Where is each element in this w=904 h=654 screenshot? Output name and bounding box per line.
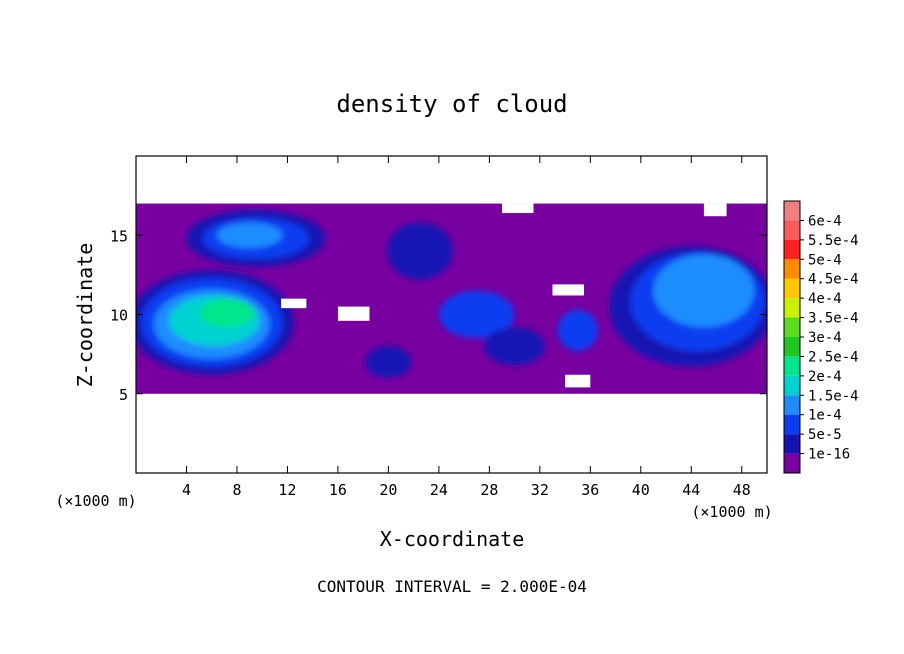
x-tick-label: 44 bbox=[682, 481, 700, 499]
x-tick-label: 12 bbox=[278, 481, 296, 499]
colorbar-label: 1e-4 bbox=[808, 408, 842, 424]
cloud-structures bbox=[136, 209, 767, 378]
gap-4 bbox=[565, 374, 591, 388]
x-axis-ticks: 4 8 12 16 20 24 28 32 36 40 44 48 bbox=[182, 156, 751, 499]
colorbar-swatch bbox=[784, 298, 800, 318]
colorbar-swatch bbox=[784, 337, 800, 357]
chart-title: density of cloud bbox=[336, 90, 567, 118]
arc-upper-inner bbox=[216, 222, 283, 248]
colorbar-swatch bbox=[784, 239, 800, 260]
colorbar-swatch bbox=[784, 375, 800, 396]
patch-right-low bbox=[557, 309, 598, 351]
x-tick-label: 40 bbox=[632, 481, 650, 499]
patch-mid-low bbox=[484, 327, 545, 366]
colorbar-swatch bbox=[784, 201, 800, 221]
x-tick-label: 48 bbox=[733, 481, 751, 499]
colorbar-label: 2e-4 bbox=[808, 369, 842, 385]
colorbar-label: 3.5e-4 bbox=[808, 311, 859, 327]
x-unit-right: (×1000 m) bbox=[691, 503, 772, 521]
colorbar-label: 1.5e-4 bbox=[808, 388, 859, 404]
x-tick-label: 28 bbox=[480, 481, 498, 499]
x-tick-label: 32 bbox=[531, 481, 549, 499]
patch-mid bbox=[438, 290, 515, 339]
y-axis-ticks: 5 10 15 bbox=[110, 227, 767, 404]
colorbar-label: 5e-4 bbox=[808, 252, 842, 268]
colorbar-swatch bbox=[784, 395, 800, 415]
patch-mid-upper bbox=[387, 222, 453, 280]
x-tick-label: 4 bbox=[182, 481, 191, 499]
x-tick-label: 8 bbox=[232, 481, 241, 499]
colorbar-label: 1e-16 bbox=[808, 447, 850, 463]
colorbar-swatch bbox=[784, 317, 800, 337]
y-tick-label: 15 bbox=[110, 227, 128, 245]
colorbar: 6e-4 5.5e-4 5e-4 4.5e-4 4e-4 3.5e-4 3e-4 2.5e-4… bbox=[783, 200, 859, 474]
colorbar-label: 5.5e-4 bbox=[808, 233, 859, 249]
gap-5 bbox=[703, 203, 727, 217]
gap-3 bbox=[552, 284, 585, 296]
plot-area bbox=[136, 203, 767, 394]
colorbar-label: 3e-4 bbox=[808, 330, 842, 346]
y-axis-label: Z-coordinate bbox=[73, 243, 97, 388]
x-unit-left: (×1000 m) bbox=[55, 492, 136, 510]
x-tick-label: 24 bbox=[430, 481, 448, 499]
colorbar-label: 4e-4 bbox=[808, 291, 842, 307]
density-field bbox=[136, 203, 767, 394]
x-tick-label: 16 bbox=[329, 481, 347, 499]
x-tick-label: 20 bbox=[379, 481, 397, 499]
colorbar-swatch bbox=[784, 434, 800, 454]
contour-interval-note: CONTOUR INTERVAL = 2.000E-04 bbox=[317, 577, 587, 596]
colorbar-swatch bbox=[784, 259, 800, 279]
gap-1 bbox=[281, 298, 307, 309]
x-axis-label: X-coordinate bbox=[380, 527, 525, 551]
gap-2 bbox=[337, 306, 370, 321]
colorbar-label: 5e-5 bbox=[808, 427, 842, 443]
colorbar-swatch bbox=[784, 278, 800, 299]
y-tick-label: 5 bbox=[119, 386, 128, 404]
y-tick-label: 10 bbox=[110, 307, 128, 325]
patch-left-low bbox=[365, 346, 412, 378]
colorbar-swatch bbox=[784, 220, 800, 240]
colorbar-swatch bbox=[784, 356, 800, 376]
colorbar-label: 2.5e-4 bbox=[808, 349, 859, 365]
core-right-peak bbox=[679, 260, 741, 305]
colorbar-label: 4.5e-4 bbox=[808, 272, 859, 288]
gap-6 bbox=[501, 203, 534, 214]
x-tick-label: 36 bbox=[581, 481, 599, 499]
colorbar-swatch bbox=[784, 453, 800, 473]
core-left-peak bbox=[199, 298, 255, 328]
colorbar-label: 6e-4 bbox=[808, 213, 842, 229]
colorbar-swatch bbox=[784, 414, 800, 435]
